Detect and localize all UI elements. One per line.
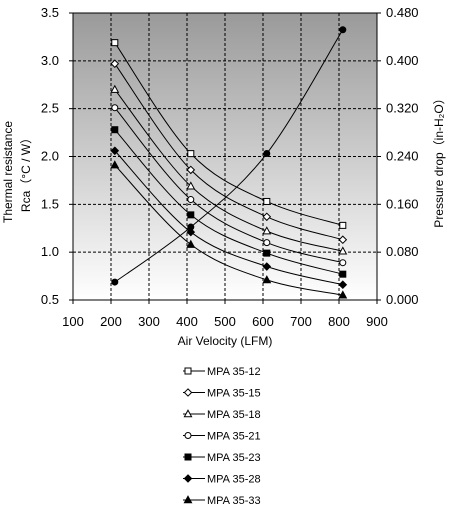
right-tick-labels: 0.000 0.080 0.160 0.240 0.320 0.400 0.480 bbox=[377, 5, 419, 307]
legend-marker bbox=[183, 495, 193, 504]
data-point bbox=[262, 262, 272, 271]
data-point bbox=[263, 239, 271, 247]
left-tick-labels: 0.5 1.0 1.5 2.0 2.5 3.0 3.5 bbox=[41, 5, 73, 307]
data-point bbox=[186, 181, 196, 190]
data-point bbox=[186, 165, 196, 175]
legend-marker bbox=[183, 409, 193, 418]
right-tick-label: 0.000 bbox=[386, 292, 419, 307]
y-axis-title-line2: Rca（°C / W） bbox=[19, 132, 33, 212]
right-tick-label: 0.240 bbox=[386, 149, 419, 164]
y-right-axis-title: Pressure drop（in-H₂O） bbox=[432, 92, 446, 227]
data-point bbox=[110, 59, 120, 69]
data-point bbox=[111, 126, 119, 134]
data-point bbox=[186, 239, 196, 248]
data-point bbox=[187, 211, 195, 219]
data-point bbox=[111, 104, 119, 112]
left-tick-label: 2.5 bbox=[41, 101, 59, 116]
data-point bbox=[262, 212, 272, 222]
legend-marker bbox=[183, 474, 193, 483]
x-tick-label: 400 bbox=[176, 314, 198, 329]
right-tick-label: 0.400 bbox=[386, 53, 419, 68]
right-tick-label: 0.160 bbox=[386, 196, 419, 211]
pressure-point bbox=[263, 150, 271, 158]
right-tick-label: 0.320 bbox=[386, 101, 419, 116]
data-point bbox=[262, 226, 272, 235]
data-point bbox=[110, 160, 120, 169]
data-point bbox=[262, 275, 272, 284]
x-tick-label: 700 bbox=[290, 314, 312, 329]
curves bbox=[114, 29, 344, 296]
x-tick-label: 100 bbox=[62, 314, 84, 329]
legend-label: MPA 35-15 bbox=[207, 388, 261, 400]
x-tick-label: 300 bbox=[138, 314, 160, 329]
data-point bbox=[339, 270, 347, 278]
data-point bbox=[110, 84, 120, 93]
data-point bbox=[186, 227, 196, 237]
x-tick-labels: 100 200 300 400 500 600 700 800 900 bbox=[62, 300, 388, 329]
left-tick-label: 0.5 bbox=[41, 292, 59, 307]
series-line bbox=[114, 89, 343, 252]
data-point bbox=[338, 280, 348, 290]
data-point bbox=[338, 235, 348, 245]
legend-marker bbox=[183, 388, 193, 397]
series-line bbox=[114, 164, 343, 296]
pressure-point bbox=[339, 26, 347, 34]
series-line bbox=[114, 63, 343, 241]
legend: MPA 35-12 MPA 35-15 MPA 35-18 MPA 35-21 MPA … bbox=[183, 366, 261, 507]
legend-label: MPA 35-33 bbox=[207, 495, 261, 507]
x-tick-label: 800 bbox=[328, 314, 350, 329]
x-tick-label: 600 bbox=[252, 314, 274, 329]
legend-marker bbox=[184, 367, 192, 375]
legend-marker bbox=[184, 432, 192, 439]
gridlines bbox=[73, 13, 377, 300]
pressure-point bbox=[187, 223, 195, 231]
data-point bbox=[263, 197, 271, 205]
data-point bbox=[338, 246, 348, 255]
markers bbox=[110, 26, 348, 299]
x-tick-label: 500 bbox=[214, 314, 236, 329]
data-point bbox=[111, 39, 119, 47]
y-axis-title-line1: Thermal resistance bbox=[1, 121, 15, 223]
data-point bbox=[187, 196, 195, 204]
left-tick-label: 1.0 bbox=[41, 244, 59, 259]
legend-label: MPA 35-23 bbox=[207, 452, 261, 464]
data-point bbox=[263, 249, 271, 257]
series-line bbox=[114, 107, 343, 264]
data-point bbox=[110, 146, 120, 156]
legend-label: MPA 35-12 bbox=[207, 366, 261, 378]
data-point bbox=[339, 259, 347, 267]
x-tick-label: 900 bbox=[366, 314, 388, 329]
x-tick-label: 200 bbox=[100, 314, 122, 329]
legend-label: MPA 35-18 bbox=[207, 409, 261, 421]
left-tick-label: 3.0 bbox=[41, 53, 59, 68]
series-line bbox=[114, 129, 343, 275]
right-tick-label: 0.080 bbox=[386, 244, 419, 259]
data-point bbox=[187, 150, 195, 158]
series-line bbox=[114, 150, 343, 286]
pressure-drop-line bbox=[114, 29, 344, 283]
left-tick-label: 2.0 bbox=[41, 149, 59, 164]
legend-label: MPA 35-28 bbox=[207, 474, 261, 486]
pressure-point bbox=[111, 278, 119, 286]
legend-marker bbox=[184, 453, 192, 461]
right-tick-label: 0.480 bbox=[386, 5, 419, 20]
x-axis-title: Air Velocity (LFM) bbox=[178, 334, 273, 348]
left-tick-label: 1.5 bbox=[41, 196, 59, 211]
left-tick-label: 3.5 bbox=[41, 5, 59, 20]
legend-label: MPA 35-21 bbox=[207, 431, 261, 443]
data-point bbox=[339, 221, 347, 229]
data-point bbox=[338, 290, 348, 299]
series-line bbox=[114, 42, 343, 226]
